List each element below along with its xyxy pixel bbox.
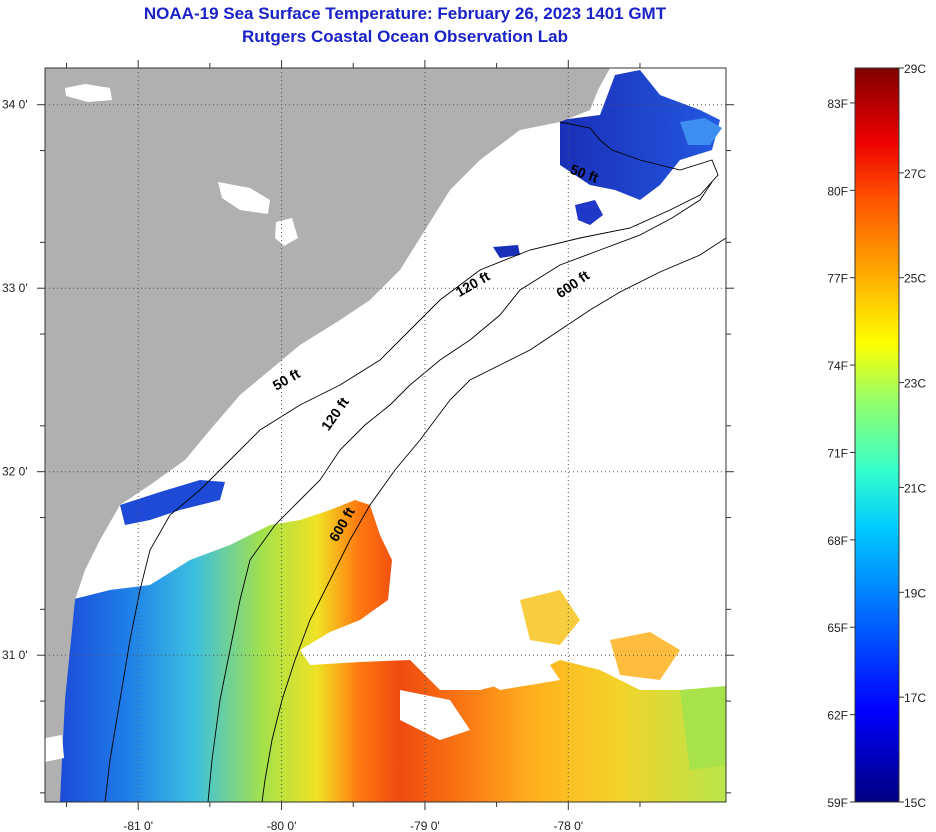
- colorbar-f-label: 65F: [827, 621, 848, 635]
- map-title: NOAA-19 Sea Surface Temperature: Februar…: [143, 4, 667, 23]
- sst-data-north: [560, 70, 720, 200]
- lat-tick-label: 33 0': [2, 281, 28, 295]
- contour-50ft: [104, 121, 719, 802]
- lon-tick-label: -81 0': [123, 819, 153, 832]
- land-cloud-1: [218, 182, 270, 214]
- colorbar-f-label: 74F: [827, 359, 848, 373]
- sst-map: 34 0' 33 0' 32 0' 31 0' -81 0' -80 0' -79 0' -7…: [2, 60, 734, 832]
- land-cloud-2: [275, 218, 298, 246]
- colorbar-f-label: 62F: [827, 709, 848, 723]
- cloud-break-1: [400, 690, 470, 740]
- sst-data-south: [45, 500, 726, 802]
- cloud-break-2: [465, 640, 560, 690]
- colorbar-f-label: 59F: [827, 796, 848, 810]
- land-mass: [45, 68, 610, 802]
- lat-tick-label: 32 0': [2, 465, 28, 479]
- lon-tick-label: -80 0': [267, 819, 297, 832]
- colorbar-gradient: [854, 67, 900, 803]
- map-subtitle: Rutgers Coastal Ocean Observation Lab: [242, 27, 568, 46]
- graticule: 34 0' 33 0' 32 0' 31 0' -81 0' -80 0' -79 0' -7…: [2, 60, 734, 832]
- sst-patch-north-small: [575, 200, 603, 225]
- sst-patch-east2: [610, 632, 680, 680]
- map-frame: [44, 67, 727, 803]
- colorbar-ticks: 29C 27C 25C 23C 21C 19C 17C 15C 83F 80F 77F 74F 71F 6…: [827, 62, 926, 810]
- sst-patch-green: [680, 686, 726, 770]
- land-cloud-4: [45, 735, 64, 762]
- colorbar-c-label: 25C: [904, 272, 926, 286]
- sst-patch-north-cyan: [680, 118, 722, 145]
- lat-tick-label: 34 0': [2, 98, 28, 112]
- colorbar-f-label: 83F: [827, 97, 848, 111]
- map-image: [45, 68, 726, 802]
- sst-patch-north-small2: [493, 245, 520, 258]
- colorbar-f-label: 80F: [827, 184, 848, 198]
- colorbar-f-label: 71F: [827, 446, 848, 460]
- lon-tick-label: -79 0': [410, 819, 440, 832]
- colorbar: 29C 27C 25C 23C 21C 19C 17C 15C 83F 80F 77F 74F 71F 6…: [827, 62, 926, 810]
- colorbar-c-label: 19C: [904, 586, 926, 600]
- colorbar-f-label: 68F: [827, 534, 848, 548]
- depth-contours: [104, 121, 726, 802]
- colorbar-c-label: 23C: [904, 377, 926, 391]
- colorbar-c-label: 21C: [904, 481, 926, 495]
- colorbar-c-label: 27C: [904, 167, 926, 181]
- contour-600ft: [261, 237, 726, 802]
- contour-120ft: [207, 181, 713, 802]
- lat-tick-label: 31 0': [2, 648, 28, 662]
- land-cloud-3: [65, 84, 112, 102]
- colorbar-f-label: 77F: [827, 272, 848, 286]
- sst-patch-east: [520, 590, 580, 645]
- colorbar-c-label: 17C: [904, 691, 926, 705]
- colorbar-c-label: 29C: [904, 62, 926, 76]
- lon-tick-label: -78 0': [553, 819, 583, 832]
- colorbar-c-label: 15C: [904, 796, 926, 810]
